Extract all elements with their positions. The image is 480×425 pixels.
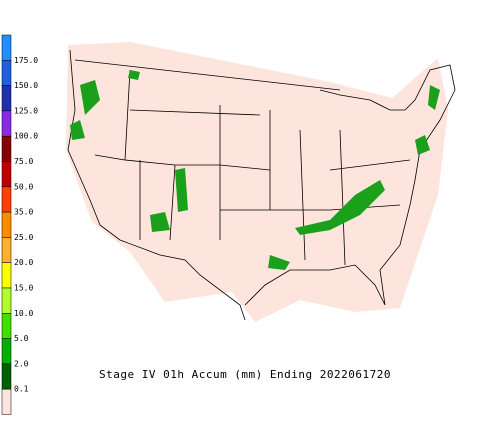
legend-label: 20.0 — [14, 258, 33, 267]
legend-label: 0.1 — [14, 385, 29, 394]
legend-label: 10.0 — [14, 309, 33, 318]
legend-swatch — [1, 363, 12, 390]
legend-label: 50.0 — [14, 182, 33, 191]
map — [66, 42, 456, 322]
legend-label: 75.0 — [14, 157, 33, 166]
legend-swatch — [1, 60, 12, 86]
legend-swatch — [1, 338, 12, 365]
legend-label: 2.0 — [14, 359, 29, 368]
legend-label: 125.0 — [14, 106, 38, 115]
legend-label: 35.0 — [14, 208, 33, 217]
legend-swatch — [1, 237, 12, 263]
legend-swatch — [1, 186, 12, 213]
legend-swatch — [1, 262, 12, 289]
legend-swatch — [1, 135, 12, 162]
country-borders — [67, 49, 456, 321]
legend-swatch — [1, 110, 12, 137]
legend-swatch — [1, 85, 12, 112]
legend-swatch — [1, 388, 12, 415]
legend-label: 25.0 — [14, 233, 33, 242]
legend-swatch — [1, 161, 12, 188]
legend-swatch — [1, 34, 12, 61]
legend: 175.0 150.0 125.0 100.0 75.0 50.0 35.0 25.0 20.0… — [1, 34, 38, 415]
legend-label: 15.0 — [14, 284, 33, 293]
legend-swatch — [1, 211, 12, 238]
legend-label: 175.0 — [14, 56, 38, 65]
data-coverage — [66, 42, 448, 322]
state-borders — [94, 69, 411, 266]
legend-label: 100.0 — [14, 132, 38, 141]
legend-label: 150.0 — [14, 81, 38, 90]
legend-swatch — [1, 287, 12, 314]
legend-label: 5.0 — [14, 334, 29, 343]
map-title: Stage IV 01h Accum (mm) Ending 202206172… — [99, 368, 391, 381]
precipitation — [70, 70, 440, 270]
legend-swatch — [1, 313, 12, 339]
